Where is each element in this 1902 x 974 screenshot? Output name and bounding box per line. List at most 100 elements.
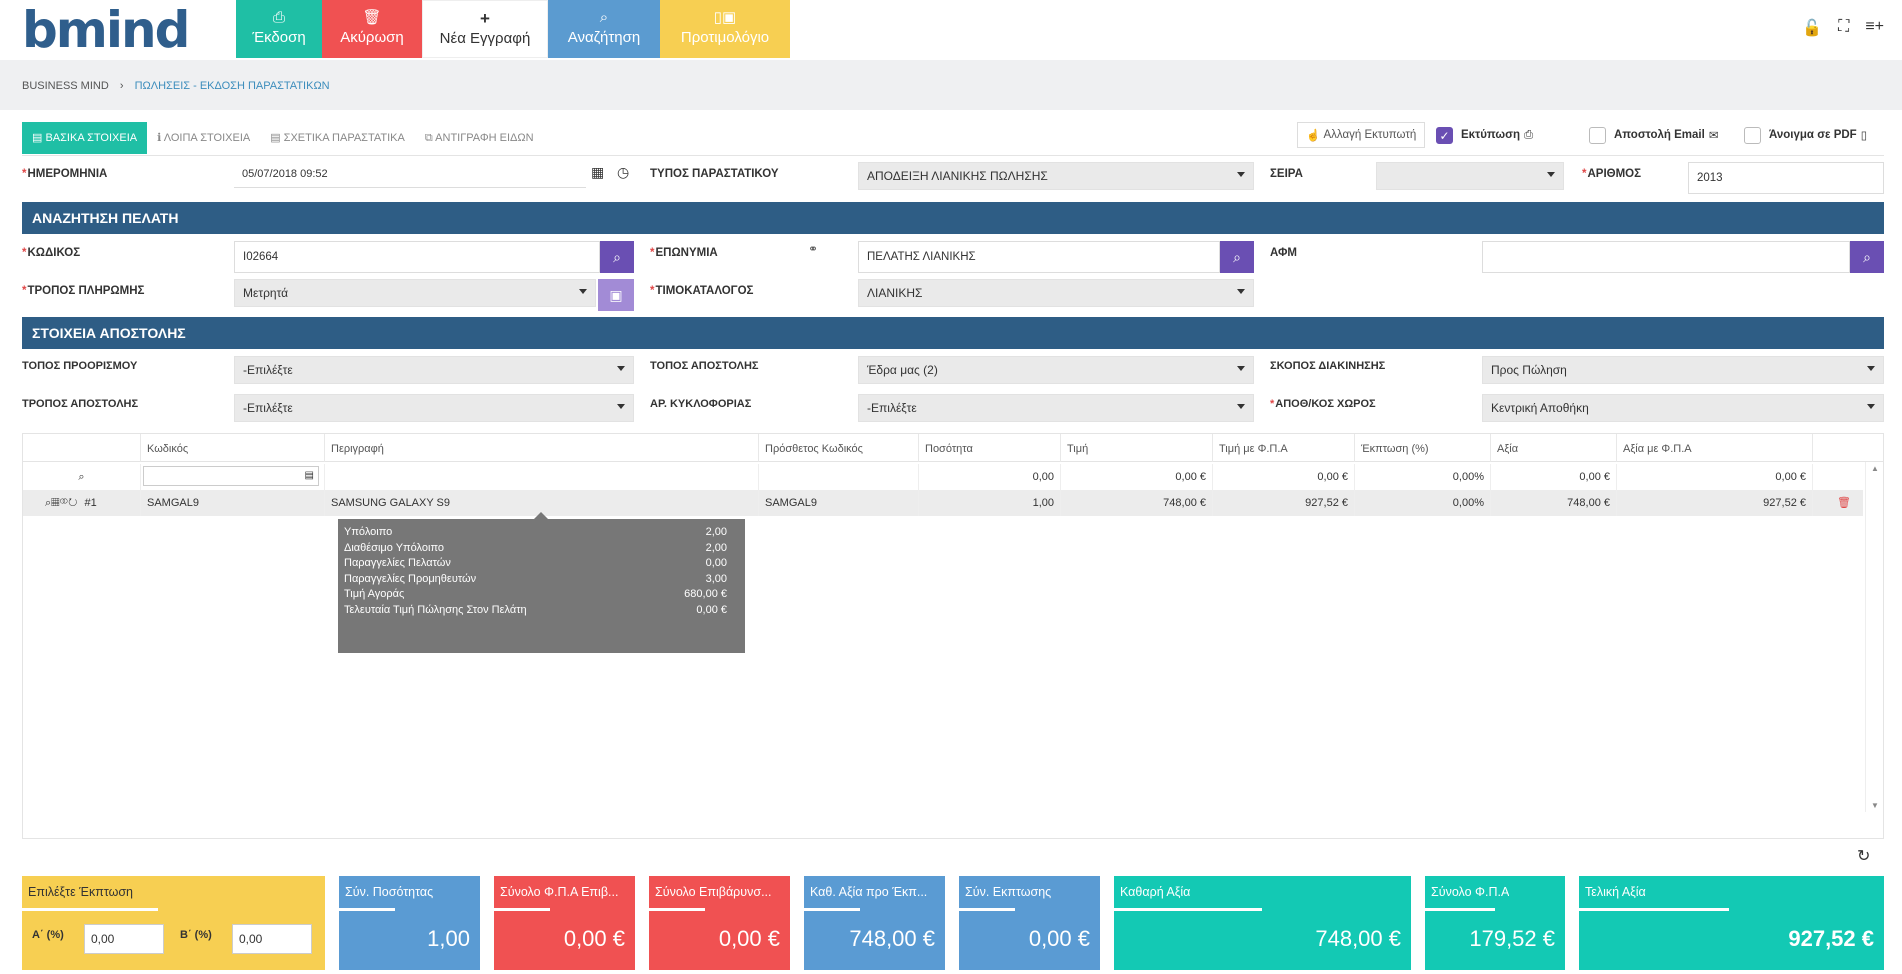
template-button[interactable]: ▯▣ Προτιμολόγιο xyxy=(660,0,790,58)
doc-type-select[interactable]: ΑΠΟΔΕΙΞΗ ΛΙΑΝΙΚΗΣ ΠΩΛΗΣΗΣ xyxy=(858,162,1254,190)
breadcrumb-current[interactable]: ΠΩΛΗΣΕΙΣ - ΕΚΔΟΣΗ ΠΑΡΑΣΤΑΤΙΚΩΝ xyxy=(134,80,330,92)
filter-value[interactable]: 0,00 € xyxy=(1491,464,1617,490)
grid-col-price[interactable]: Τιμή xyxy=(1061,434,1213,462)
total-charge-value: 0,00 € xyxy=(718,926,780,951)
tab-other[interactable]: ℹ ΛΟΙΠΑ ΣΤΟΙΧΕΙΑ xyxy=(147,122,260,154)
payment-select[interactable]: Μετρητά xyxy=(234,279,596,307)
filter-description[interactable] xyxy=(325,464,759,490)
cancel-button[interactable]: 🗑 Ακύρωση xyxy=(322,0,422,58)
grid-col-extra-code[interactable]: Πρόσθετος Κωδικός xyxy=(759,434,919,462)
tab-related[interactable]: ▤ ΣΧΕΤΙΚΑ ΠΑΡΑΣΤΑΤΙΚΑ xyxy=(260,122,415,154)
new-entry-button[interactable]: + Νέα Εγγραφή xyxy=(422,0,548,58)
grid-col-description[interactable]: Περιγραφή xyxy=(325,434,759,462)
date-field[interactable]: 05/07/2018 09:52 xyxy=(234,162,586,188)
grid-col-qty[interactable]: Ποσότητα xyxy=(919,434,1061,462)
total-charge-card: Σύνολο Επιβάρυνσ... 0,00 € xyxy=(649,876,790,970)
row-discount[interactable]: 0,00% xyxy=(1355,490,1491,516)
link-icon[interactable]: ⚭ xyxy=(59,497,69,509)
warehouse-select[interactable]: Κεντρική Αποθήκη xyxy=(1482,394,1884,422)
table-row[interactable]: ⌕▦⚭↻ #1 SAMGAL9 SAMSUNG GALAXY S9 SAMGAL… xyxy=(23,490,1863,516)
clock-icon[interactable]: ◷ xyxy=(617,164,630,180)
filter-value-vat[interactable]: 0,00 € xyxy=(1617,464,1813,490)
search-icon[interactable]: ⌕ xyxy=(23,464,141,490)
discount-bar xyxy=(22,908,158,911)
pricelist-select[interactable]: ΛΙΑΝΙΚΗΣ xyxy=(858,279,1254,307)
cash-button[interactable]: ▣ xyxy=(598,279,634,311)
grid-filter-row: ⌕ ▤ 0,00 0,00 € 0,00 € 0,00% 0,00 € 0,00… xyxy=(23,464,1863,490)
grid-icon[interactable]: ▦ xyxy=(51,497,60,509)
grid-scrollbar[interactable]: ▲ ▼ xyxy=(1865,462,1883,812)
tab-basic[interactable]: ▤ ΒΑΣΙΚΑ ΣΤΟΙΧΕΙΑ xyxy=(22,122,148,154)
customer-code-search-button[interactable]: ⌕ xyxy=(600,241,634,273)
tab-copy-items[interactable]: ⧉ ΑΝΤΙΓΡΑΦΗ ΕΙΔΩΝ xyxy=(415,122,544,154)
grid-col-discount[interactable]: Έκπτωση (%) xyxy=(1355,434,1491,462)
row-value[interactable]: 748,00 € xyxy=(1491,490,1617,516)
chevron-down-icon xyxy=(1237,366,1245,371)
row-value-vat[interactable]: 927,52 € xyxy=(1617,490,1813,516)
pdf-checkbox[interactable] xyxy=(1744,126,1761,144)
change-printer-button[interactable]: ☝ Αλλαγή Εκτυπωτή xyxy=(1297,122,1426,148)
search-button[interactable]: ⌕ Αναζήτηση xyxy=(548,0,660,58)
discount-a-input[interactable]: 0,00 xyxy=(84,924,164,954)
discount-b-label: Β΄ (%) xyxy=(180,929,212,941)
row-price-vat[interactable]: 927,52 € xyxy=(1213,490,1355,516)
plus-icon: + xyxy=(480,9,490,28)
breadcrumb-home[interactable]: BUSINESS MIND xyxy=(22,80,109,92)
scroll-down-icon[interactable]: ▼ xyxy=(1871,801,1879,810)
series-select[interactable] xyxy=(1376,162,1564,190)
calendar-icon[interactable]: ▦ xyxy=(591,164,605,180)
email-checkbox[interactable] xyxy=(1589,126,1606,144)
vat-field[interactable] xyxy=(1482,241,1850,273)
grid-col-value[interactable]: Αξία xyxy=(1491,434,1617,462)
plate-select[interactable]: -Επιλέξτε xyxy=(858,394,1254,422)
grid-col-price-vat[interactable]: Τιμή με Φ.Π.Α xyxy=(1213,434,1355,462)
filter-code-input[interactable]: ▤ xyxy=(141,464,325,490)
link-icon[interactable]: ⚭ xyxy=(808,242,819,256)
delete-row-icon[interactable]: 🗑 xyxy=(1837,497,1851,509)
origin-select[interactable]: Έδρα μας (2) xyxy=(858,356,1254,384)
ship-method-select[interactable]: -Επιλέξτε xyxy=(234,394,634,422)
scroll-up-icon[interactable]: ▲ xyxy=(1871,464,1879,473)
search-icon[interactable]: ⌕ xyxy=(45,497,52,509)
card-bar xyxy=(1425,908,1495,911)
row-qty[interactable]: 1,00 xyxy=(919,490,1061,516)
customer-code-field[interactable]: I02664 xyxy=(234,241,600,273)
issue-button[interactable]: ⎙ Έκδοση xyxy=(236,0,322,58)
grid-col-code[interactable]: Κωδικός xyxy=(141,434,325,462)
purpose-select[interactable]: Προς Πώληση xyxy=(1482,356,1884,384)
row-extra-code[interactable]: SAMGAL9 xyxy=(759,490,919,516)
pricelist-value: ΛΙΑΝΙΚΗΣ xyxy=(867,286,923,300)
add-list-icon[interactable]: ≡+ xyxy=(1865,18,1884,35)
filter-extra-code[interactable] xyxy=(759,464,919,490)
row-code[interactable]: SAMGAL9 xyxy=(141,490,325,516)
grid-col-value-vat[interactable]: Αξία με Φ.Π.Α xyxy=(1617,434,1813,462)
filter-price-vat[interactable]: 0,00 € xyxy=(1213,464,1355,490)
email-option: Αποστολή Email ✉ xyxy=(1589,122,1718,148)
filter-code-box[interactable]: ▤ xyxy=(143,466,319,486)
vat-search-button[interactable]: ⌕ xyxy=(1850,241,1884,273)
refresh-icon[interactable]: ↻ xyxy=(1857,848,1871,865)
unlock-icon[interactable]: 🔓 xyxy=(1802,20,1823,37)
cancel-label: Ακύρωση xyxy=(340,29,404,46)
filter-discount[interactable]: 0,00% xyxy=(1355,464,1491,490)
total-discount-value: 0,00 € xyxy=(1028,926,1090,951)
print-checkbox[interactable]: ✓ xyxy=(1436,126,1453,144)
info-icon: ℹ xyxy=(157,132,164,144)
fullscreen-icon[interactable]: ⛶ xyxy=(1838,18,1850,35)
row-description[interactable]: SAMSUNG GALAXY S9 xyxy=(325,490,759,516)
filter-price[interactable]: 0,00 € xyxy=(1061,464,1213,490)
row-price[interactable]: 748,00 € xyxy=(1061,490,1213,516)
total-qty-value: 1,00 xyxy=(427,926,470,951)
search-label: Αναζήτηση xyxy=(567,29,641,46)
number-label: *ΑΡΙΘΜΟΣ xyxy=(1582,168,1642,180)
customer-name-field[interactable]: ΠΕΛΑΤΗΣ ΛΙΑΝΙΚΗΣ xyxy=(858,241,1220,273)
chevron-down-icon xyxy=(1867,404,1875,409)
destination-select[interactable]: -Επιλέξτε xyxy=(234,356,634,384)
number-field[interactable]: 2013 xyxy=(1688,162,1884,194)
refresh-icon[interactable]: ↻ xyxy=(68,497,78,509)
bmind-logo[interactable]: bmind xyxy=(22,2,226,58)
filter-qty[interactable]: 0,00 xyxy=(919,464,1061,490)
customer-name-search-button[interactable]: ⌕ xyxy=(1220,241,1254,273)
discount-b-input[interactable]: 0,00 xyxy=(232,924,312,954)
destination-value: -Επιλέξτε xyxy=(243,363,293,377)
